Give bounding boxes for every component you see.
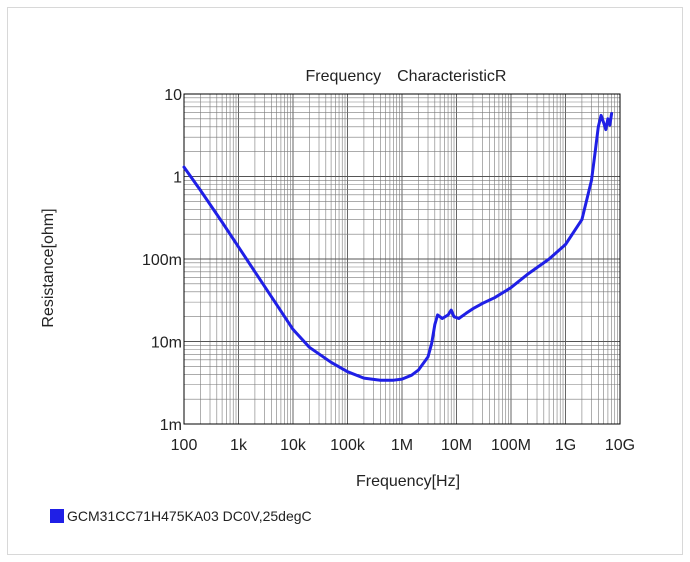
- series-line-0: [182, 112, 614, 382]
- legend-swatch: [50, 509, 64, 523]
- y-tick-label: 100m: [142, 252, 182, 269]
- x-tick-label: 1k: [230, 437, 248, 454]
- y-tick-label: 1: [173, 170, 182, 187]
- x-axis-label: Frequency[Hz]: [356, 473, 460, 490]
- x-tick-label: 10G: [605, 437, 635, 454]
- legend: GCM31CC71H475KA03 DC0V,25degC: [50, 508, 312, 524]
- y-tick-label: 10: [164, 87, 182, 104]
- y-axis-label: Resistance[ohm]: [40, 208, 57, 327]
- chart-frame: 100 1k 10k 100k 1M 10M 100M 1G 10G 1m 10m 100m 1 10 F…: [7, 7, 683, 555]
- x-tick-label: 1G: [555, 437, 576, 454]
- x-tick-label: 10M: [441, 437, 472, 454]
- legend-label: GCM31CC71H475KA03 DC0V,25degC: [67, 508, 312, 524]
- plot-border: [183, 93, 621, 425]
- series: [182, 112, 614, 382]
- x-tick-label: 100k: [330, 437, 366, 454]
- x-tick-label: 100M: [491, 437, 531, 454]
- x-tick-label: 1M: [391, 437, 413, 454]
- y-tick-label: 1m: [160, 417, 182, 434]
- grid: [183, 94, 620, 425]
- x-tick-label: 100: [171, 437, 198, 454]
- y-tick-label: 10m: [151, 335, 182, 352]
- chart-svg: 100 1k 10k 100k 1M 10M 100M 1G 10G 1m 10m 100m 1 10 F…: [40, 68, 635, 490]
- x-tick-label: 10k: [280, 437, 307, 454]
- chart-title: Frequency CharacteristicR: [306, 68, 507, 85]
- ticks: 100 1k 10k 100k 1M 10M 100M 1G 10G 1m 10m 100m 1 10: [142, 87, 635, 454]
